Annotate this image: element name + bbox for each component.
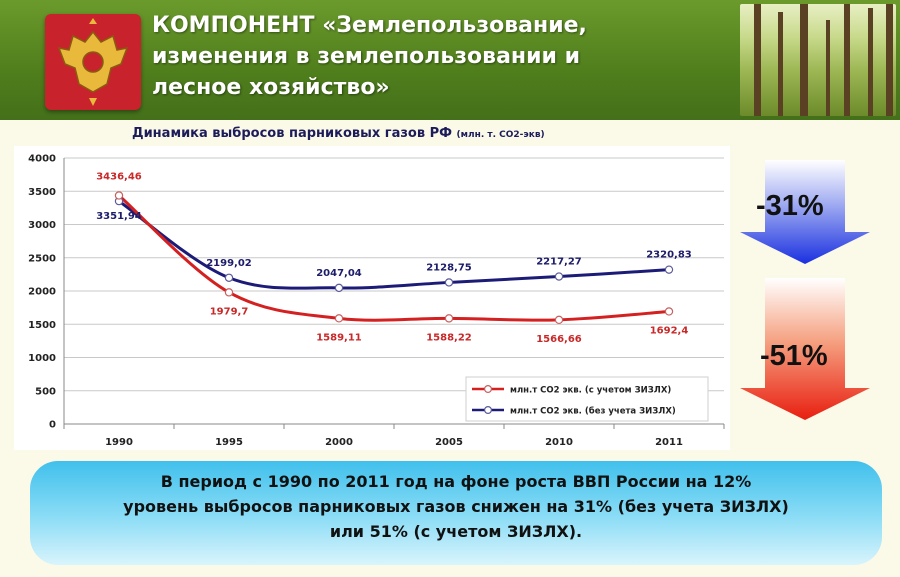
title-line-2: изменения в землепользовании и [152, 44, 581, 69]
blue-legend-marker [484, 406, 493, 415]
red-data-point [114, 191, 124, 200]
y-tick-label: 500 [35, 386, 56, 397]
forest-photo [740, 4, 896, 116]
summary-box: В период с 1990 по 2011 год на фоне рост… [30, 461, 882, 565]
red-legend-label: млн.т CO2 экв. (с учетом ЗИЗЛХ) [510, 386, 671, 396]
red-data-label: 1588,22 [426, 332, 472, 343]
blue-data-label: 2047,04 [316, 268, 362, 279]
title-line-3: лесное хозяйство» [152, 75, 390, 100]
red-legend-marker [484, 385, 493, 394]
blue-data-label: 2320,83 [646, 250, 692, 261]
y-tick-label: 2000 [28, 287, 56, 298]
x-tick-label: 2011 [655, 437, 683, 448]
chart-title: Динамика выбросов парниковых газов РФ (м… [132, 126, 545, 141]
page-title: КОМПОНЕНТ «Землепользование, изменения в… [152, 10, 712, 103]
chart-area: 0 500 1000 1500 2000 2500 3000 3500 4000 1990 1995… [14, 146, 730, 450]
blue-data-label: 2128,75 [426, 262, 472, 273]
x-tick-label: 1990 [105, 437, 133, 448]
red-data-label: 1979,7 [210, 306, 249, 317]
blue-data-point [444, 278, 454, 287]
y-tick-label: 0 [49, 420, 56, 431]
y-tick-label: 4000 [28, 154, 56, 165]
blue-series-line [118, 199, 670, 290]
summary-line-3: или 51% (с учетом ЗИЗЛХ). [329, 522, 583, 541]
legend-box [465, 376, 709, 422]
summary-line-2: уровень выбросов парниковых газов снижен… [123, 497, 789, 516]
red-data-point [554, 315, 564, 325]
chart-title-main: Динамика выбросов парниковых газов РФ [132, 126, 453, 141]
x-tick-label: 1995 [215, 437, 243, 448]
red-data-label: 3436,46 [96, 171, 142, 182]
reduction-arrows [740, 160, 870, 420]
red-data-point [334, 314, 344, 323]
red-data-label: 1692,4 [650, 325, 689, 336]
y-tick-label: 1000 [28, 353, 56, 364]
blue-data-point [554, 272, 564, 281]
blue-data-point [334, 283, 344, 293]
red-data-label: 1566,66 [536, 334, 582, 345]
red-data-point [224, 288, 234, 297]
blue-legend-label: млн.т CO2 экв. (без учета ЗИЗЛХ) [510, 406, 676, 417]
red-data-point [444, 314, 454, 323]
red-arrow-label: -51% [760, 340, 828, 372]
blue-data-label: 2217,27 [536, 257, 582, 268]
red-data-label: 1589,11 [316, 332, 362, 343]
red-data-point [664, 307, 674, 316]
summary-line-1: В период с 1990 по 2011 год на фоне рост… [160, 472, 752, 491]
blue-data-point [224, 273, 234, 282]
emissions-line-chart: 0 500 1000 1500 2000 2500 3000 3500 4000 1990 1995… [28, 154, 725, 448]
summary-text: В период с 1990 по 2011 год на фоне рост… [30, 461, 882, 544]
red-down-arrow-icon [740, 278, 870, 420]
y-tick-label: 2500 [28, 253, 56, 264]
x-tick-label: 2010 [545, 437, 573, 448]
blue-down-arrow-icon [740, 160, 870, 264]
header-banner: КОМПОНЕНТ «Землепользование, изменения в… [0, 0, 900, 120]
y-tick-label: 3500 [28, 187, 56, 198]
x-tick-label: 2005 [435, 437, 463, 448]
blue-data-point [664, 265, 674, 274]
blue-data-label: 3351,94 [96, 211, 142, 222]
chart-title-unit: (млн. т. CO2-экв) [456, 130, 545, 140]
y-tick-label: 3000 [28, 220, 56, 231]
title-line-1: КОМПОНЕНТ «Землепользование, [152, 13, 587, 38]
y-tick-label: 1500 [28, 320, 56, 331]
blue-arrow-label: -31% [756, 190, 824, 222]
red-series-line [118, 194, 670, 322]
x-tick-label: 2000 [325, 437, 353, 448]
russian-coat-of-arms-icon [45, 14, 141, 110]
blue-data-label: 2199,02 [206, 258, 252, 269]
